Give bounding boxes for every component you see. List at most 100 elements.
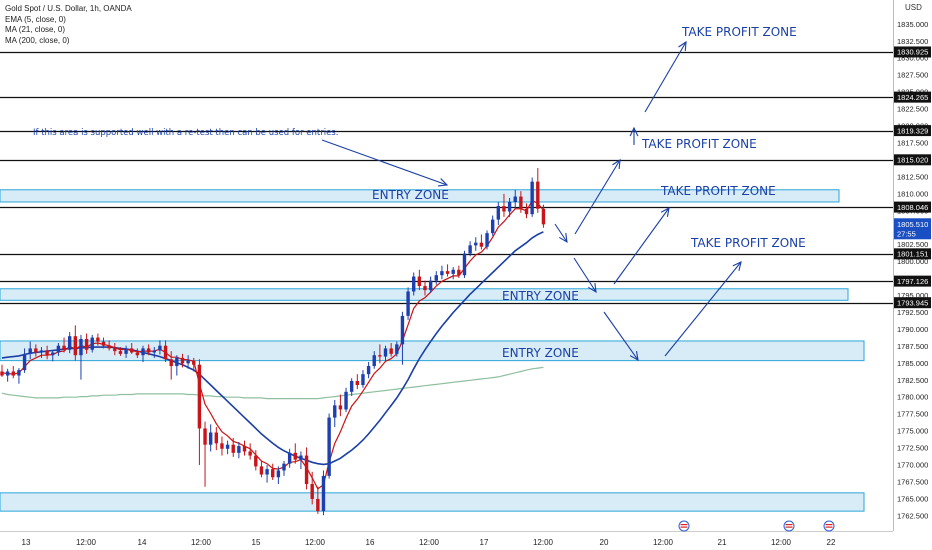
candle-body bbox=[479, 242, 484, 247]
time-axis[interactable]: 13 12:00 14 12:00 15 12:00 16 12:00 17 12:00 20 12:… bbox=[0, 520, 893, 547]
take-profit-label-4: TAKE PROFIT ZONE bbox=[690, 236, 806, 250]
levels-layer bbox=[0, 51, 893, 305]
candle-body bbox=[51, 352, 55, 356]
scenario-arrow-1 bbox=[554, 223, 568, 243]
candle-body bbox=[259, 466, 264, 475]
price-tick-label: 1782.500 bbox=[897, 376, 928, 385]
price-tick-label: 1792.500 bbox=[897, 308, 928, 317]
time-tick-label: 12:00 bbox=[76, 538, 97, 547]
candle-body bbox=[344, 391, 348, 410]
candle-body bbox=[254, 455, 258, 467]
candle-body bbox=[530, 181, 534, 215]
candle-body bbox=[372, 355, 376, 367]
candle-body bbox=[400, 315, 405, 345]
us-flag-event-icon[interactable] bbox=[783, 520, 795, 532]
price-tick-label: 1787.500 bbox=[897, 342, 928, 351]
level-price-label: 1824.265 bbox=[897, 93, 928, 102]
candle-body bbox=[316, 498, 320, 512]
chart-legend: Gold Spot / U.S. Dollar, 1h, OANDA EMA (… bbox=[5, 4, 132, 46]
candle-body bbox=[237, 446, 241, 453]
us-flag-stripe bbox=[825, 524, 833, 526]
legend-ma21[interactable]: MA (21, close, 0) bbox=[5, 25, 66, 34]
candle-body bbox=[214, 432, 219, 444]
price-tick-label: 1817.500 bbox=[897, 138, 928, 147]
note-arrow-head bbox=[437, 178, 449, 187]
price-tick-label: 1780.000 bbox=[897, 393, 928, 402]
candle-body bbox=[135, 352, 140, 356]
level-price-tag bbox=[894, 201, 931, 213]
candle-body bbox=[152, 350, 156, 353]
candle-body bbox=[383, 348, 388, 357]
candle-body bbox=[192, 360, 196, 365]
time-tick-label: 20 bbox=[600, 538, 609, 547]
candle-body bbox=[203, 428, 207, 445]
us-flag-event-icon[interactable] bbox=[823, 520, 835, 532]
scenario-arrow-6-head bbox=[660, 206, 670, 217]
price-tick-label: 1822.500 bbox=[897, 105, 928, 114]
candle-body bbox=[293, 452, 297, 460]
candle-body bbox=[242, 446, 247, 452]
scenario-arrow-4-head bbox=[629, 126, 639, 137]
price-axis[interactable]: 1762.500 1765.000 1767.500 1770.000 1772.500… bbox=[893, 0, 932, 550]
candle-body bbox=[28, 348, 32, 354]
candle-body bbox=[73, 336, 78, 356]
candle-body bbox=[507, 201, 512, 212]
candle-body bbox=[428, 280, 433, 291]
candle-body bbox=[208, 432, 213, 445]
us-flag-circle bbox=[678, 520, 690, 532]
candle-body bbox=[130, 348, 134, 353]
us-flag-stripe bbox=[785, 524, 793, 526]
entry-zone-label-lower: ENTRY ZONE bbox=[502, 346, 579, 360]
price-tick-label: 1775.000 bbox=[897, 427, 928, 436]
candle-body bbox=[124, 348, 128, 354]
scenario-arrow-5 bbox=[573, 257, 597, 293]
candle-body bbox=[434, 275, 438, 281]
us-flag-event-icon[interactable] bbox=[678, 520, 690, 532]
candle-body bbox=[321, 475, 326, 512]
candles-layer bbox=[0, 168, 546, 516]
candle-body bbox=[490, 219, 495, 234]
scenario-arrow-2-head bbox=[612, 158, 621, 170]
time-tick-label: 12:00 bbox=[305, 538, 326, 547]
us-flag-stripe bbox=[680, 524, 688, 526]
legend-ema[interactable]: EMA (5, close, 0) bbox=[5, 14, 66, 24]
level-price-tag bbox=[894, 46, 931, 58]
candle-body bbox=[333, 405, 337, 418]
scenario-arrow-8-head bbox=[732, 261, 742, 271]
legend-symbol[interactable]: Gold Spot / U.S. Dollar, 1h, OANDA bbox=[5, 4, 132, 13]
candle-body bbox=[169, 359, 173, 367]
candle-body bbox=[496, 206, 501, 220]
level-price-label: 1797.126 bbox=[897, 277, 928, 286]
ma200-line bbox=[1, 366, 544, 400]
candle-body bbox=[45, 350, 49, 356]
level-price-tag bbox=[894, 275, 931, 287]
take-profit-label-3: TAKE PROFIT ZONE bbox=[660, 184, 776, 198]
candle-body bbox=[197, 364, 202, 429]
candle-body bbox=[0, 371, 4, 376]
price-tick-label: 1770.000 bbox=[897, 461, 928, 470]
level-price-label: 1830.925 bbox=[897, 48, 928, 57]
candle-body bbox=[141, 348, 145, 356]
level-price-label: 1808.046 bbox=[897, 203, 928, 212]
candle-body bbox=[276, 470, 281, 478]
level-price-label: 1819.329 bbox=[897, 126, 928, 135]
candle-body bbox=[361, 374, 365, 386]
currency-label[interactable]: USD bbox=[905, 3, 922, 12]
time-tick-label: 16 bbox=[366, 538, 375, 547]
candle-body bbox=[440, 271, 444, 276]
candle-body bbox=[56, 345, 61, 353]
scenario-arrow-6 bbox=[613, 207, 670, 285]
candle-body bbox=[536, 181, 540, 209]
candle-body bbox=[90, 337, 94, 350]
scenario-arrow-1-head bbox=[558, 233, 568, 244]
candle-body bbox=[451, 269, 455, 274]
scenario-arrow-2 bbox=[574, 159, 621, 235]
candle-body bbox=[412, 276, 416, 292]
candle-body bbox=[271, 469, 275, 478]
price-tick-label: 1765.000 bbox=[897, 494, 928, 503]
countdown-label: 27:55 bbox=[897, 229, 916, 238]
candle-body bbox=[299, 455, 303, 460]
legend-ma200[interactable]: MA (200, close, 0) bbox=[5, 35, 70, 45]
candle-body bbox=[282, 463, 286, 471]
